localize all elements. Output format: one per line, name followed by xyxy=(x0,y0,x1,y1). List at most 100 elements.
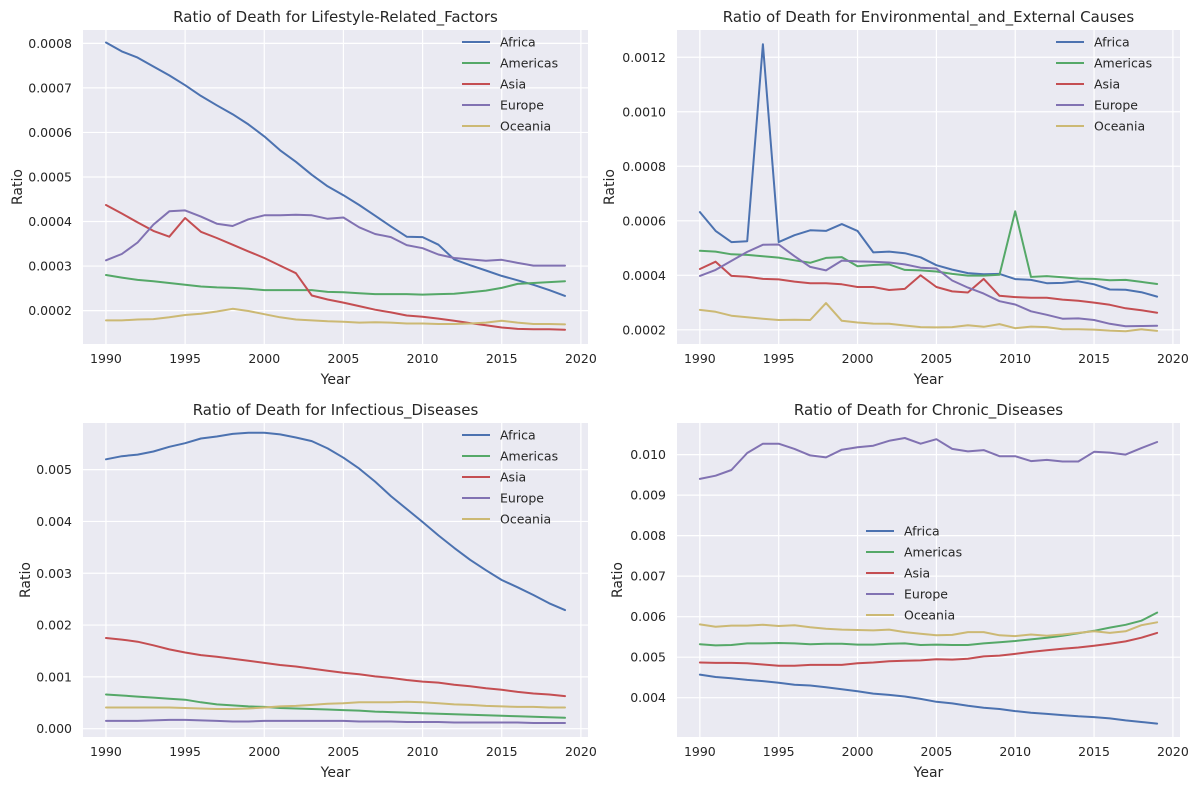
series-line-africa xyxy=(698,43,1159,298)
x-tick-label: 2015 xyxy=(486,744,518,759)
y-axis-label: Ratio xyxy=(18,562,34,598)
series-line-oceania xyxy=(698,621,1159,638)
x-axis-label: Year xyxy=(320,372,351,388)
x-tick-label: 1995 xyxy=(763,351,795,366)
legend-label: Asia xyxy=(500,470,526,485)
x-axis-label: Year xyxy=(320,765,351,781)
legend: Africa Americas Asia Europe Oceania xyxy=(462,35,558,134)
y-tick-label: 0.008 xyxy=(630,528,666,543)
legend-label: Africa xyxy=(500,428,536,443)
y-tick-label: 0.0002 xyxy=(622,322,666,337)
x-tick-label: 2020 xyxy=(565,744,597,759)
series-line-europe xyxy=(105,209,566,267)
y-tick-label: 0.004 xyxy=(630,690,666,705)
series-line-oceania xyxy=(105,700,566,710)
legend-label: Americas xyxy=(500,449,558,464)
legend-label: Europe xyxy=(500,98,544,113)
series-line-americas xyxy=(105,693,566,719)
y-axis-label: Ratio xyxy=(610,562,626,598)
x-tick-label: 2015 xyxy=(1078,351,1110,366)
y-tick-label: 0.0006 xyxy=(28,125,72,140)
legend-label: Europe xyxy=(500,491,544,506)
x-tick-label: 2010 xyxy=(999,744,1031,759)
x-tick-label: 1990 xyxy=(684,744,716,759)
y-tick-label: 0.001 xyxy=(36,669,72,684)
y-tick-label: 0.0004 xyxy=(28,214,72,229)
chart-4: 1990 1995 2000 2005 2010 2015 2020 0.004 0.005 0.… xyxy=(610,401,1188,781)
y-tick-label: 0.004 xyxy=(36,514,72,529)
y-tick-label: 0.0008 xyxy=(28,36,72,51)
legend-label: Oceania xyxy=(500,119,551,134)
x-tick-label: 2000 xyxy=(842,744,874,759)
y-tick-label: 0.010 xyxy=(630,447,666,462)
legend-label: Oceania xyxy=(500,512,551,527)
y-tick-label: 0.0003 xyxy=(28,259,72,274)
y-axis-label: Ratio xyxy=(10,169,26,205)
y-tick-label: 0.000 xyxy=(36,721,72,736)
x-tick-label: 2015 xyxy=(486,351,518,366)
series-line-europe xyxy=(698,437,1159,480)
series-line-oceania xyxy=(698,302,1159,333)
series-line-europe xyxy=(698,243,1159,328)
x-tick-label: 1995 xyxy=(763,744,795,759)
legend-label: Americas xyxy=(1094,56,1152,71)
legend: Africa Americas Asia Europe Oceania xyxy=(462,428,558,527)
x-tick-label: 2000 xyxy=(842,351,874,366)
y-tick-label: 0.0005 xyxy=(28,169,72,184)
series-line-americas xyxy=(698,210,1159,285)
legend-label: Oceania xyxy=(1094,119,1145,134)
y-axis-label: Ratio xyxy=(602,169,618,205)
x-tick-label: 1990 xyxy=(90,351,122,366)
series-line-africa xyxy=(105,41,566,297)
chart-title: Ratio of Death for Chronic_Diseases xyxy=(794,401,1063,420)
legend-label: Asia xyxy=(904,566,930,581)
legend-label: Europe xyxy=(904,587,948,602)
x-tick-label: 1995 xyxy=(169,351,201,366)
y-tick-label: 0.0008 xyxy=(622,159,666,174)
x-tick-label: 2010 xyxy=(999,351,1031,366)
y-tick-label: 0.006 xyxy=(630,609,666,624)
y-tick-label: 0.0004 xyxy=(622,268,666,283)
x-tick-label: 2010 xyxy=(407,744,439,759)
series-line-americas xyxy=(105,274,566,296)
x-tick-label: 2005 xyxy=(328,351,360,366)
x-axis-label: Year xyxy=(913,765,944,781)
series-line-europe xyxy=(105,718,566,724)
x-tick-label: 1990 xyxy=(90,744,122,759)
y-tick-label: 0.003 xyxy=(36,566,72,581)
x-tick-label: 2005 xyxy=(328,744,360,759)
x-tick-label: 2005 xyxy=(920,351,952,366)
chart-3: 1990 1995 2000 2005 2010 2015 2020 0.000 0.001 0.… xyxy=(18,401,597,781)
series-line-asia xyxy=(105,204,566,331)
y-tick-label: 0.007 xyxy=(630,569,666,584)
legend-label: Europe xyxy=(1094,98,1138,113)
legend: Africa Americas Asia Europe Oceania xyxy=(1056,35,1152,134)
series-line-asia xyxy=(105,637,566,698)
x-tick-label: 2000 xyxy=(248,744,280,759)
x-tick-label: 2000 xyxy=(248,351,280,366)
series-line-africa xyxy=(105,431,566,612)
y-tick-label: 0.002 xyxy=(36,618,72,633)
x-axis-label: Year xyxy=(913,372,944,388)
x-tick-label: 2020 xyxy=(1157,351,1188,366)
x-tick-label: 1995 xyxy=(169,744,201,759)
x-tick-label: 2010 xyxy=(407,351,439,366)
legend-label: Oceania xyxy=(904,608,955,623)
y-tick-label: 0.0007 xyxy=(28,80,72,95)
legend-label: Asia xyxy=(500,77,526,92)
series-line-asia xyxy=(698,260,1159,314)
series-line-asia xyxy=(698,631,1159,667)
y-tick-label: 0.009 xyxy=(630,488,666,503)
y-tick-label: 0.0012 xyxy=(622,50,666,65)
chart-title: Ratio of Death for Environmental_and_Ext… xyxy=(723,8,1135,27)
y-tick-label: 0.0010 xyxy=(622,104,666,119)
legend-label: Asia xyxy=(1094,77,1120,92)
legend-label: Africa xyxy=(904,524,940,539)
x-tick-label: 2005 xyxy=(920,744,952,759)
x-tick-label: 2020 xyxy=(1157,744,1188,759)
y-tick-label: 0.0006 xyxy=(622,213,666,228)
legend-label: Americas xyxy=(500,56,558,71)
chart-title: Ratio of Death for Lifestyle-Related_Fac… xyxy=(173,8,498,27)
x-tick-label: 1990 xyxy=(684,351,716,366)
legend-label: Africa xyxy=(1094,35,1130,50)
